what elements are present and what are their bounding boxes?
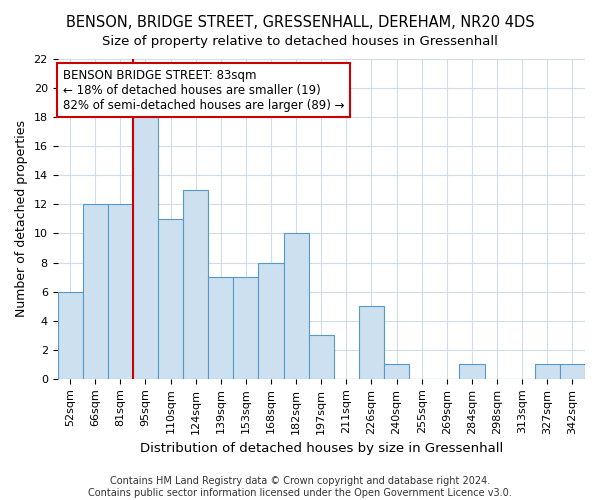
Bar <box>83 204 108 379</box>
Bar <box>183 190 208 379</box>
Text: Contains HM Land Registry data © Crown copyright and database right 2024.
Contai: Contains HM Land Registry data © Crown c… <box>88 476 512 498</box>
Bar <box>208 277 233 379</box>
Text: BENSON, BRIDGE STREET, GRESSENHALL, DEREHAM, NR20 4DS: BENSON, BRIDGE STREET, GRESSENHALL, DERE… <box>65 15 535 30</box>
Bar <box>108 204 133 379</box>
Bar <box>384 364 409 379</box>
Bar <box>460 364 485 379</box>
Bar <box>58 292 83 379</box>
Bar <box>133 117 158 379</box>
Bar <box>158 219 183 379</box>
Text: Size of property relative to detached houses in Gressenhall: Size of property relative to detached ho… <box>102 35 498 48</box>
Text: BENSON BRIDGE STREET: 83sqm
← 18% of detached houses are smaller (19)
82% of sem: BENSON BRIDGE STREET: 83sqm ← 18% of det… <box>63 68 344 112</box>
Bar <box>284 234 309 379</box>
Bar <box>259 262 284 379</box>
Bar <box>359 306 384 379</box>
X-axis label: Distribution of detached houses by size in Gressenhall: Distribution of detached houses by size … <box>140 442 503 455</box>
Bar <box>535 364 560 379</box>
Y-axis label: Number of detached properties: Number of detached properties <box>15 120 28 318</box>
Bar <box>560 364 585 379</box>
Bar <box>233 277 259 379</box>
Bar <box>309 335 334 379</box>
